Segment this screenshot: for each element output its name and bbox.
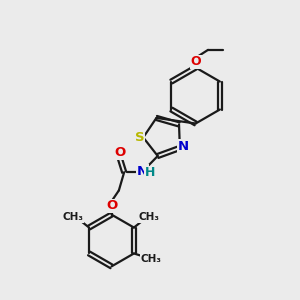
- Text: O: O: [190, 55, 201, 68]
- Text: O: O: [114, 146, 125, 159]
- Text: N: N: [178, 140, 189, 153]
- Text: N: N: [137, 165, 148, 178]
- Text: S: S: [135, 131, 145, 144]
- Text: O: O: [106, 199, 117, 212]
- Text: CH₃: CH₃: [140, 254, 161, 264]
- Text: CH₃: CH₃: [62, 212, 83, 222]
- Text: H: H: [145, 166, 155, 179]
- Text: CH₃: CH₃: [139, 212, 160, 222]
